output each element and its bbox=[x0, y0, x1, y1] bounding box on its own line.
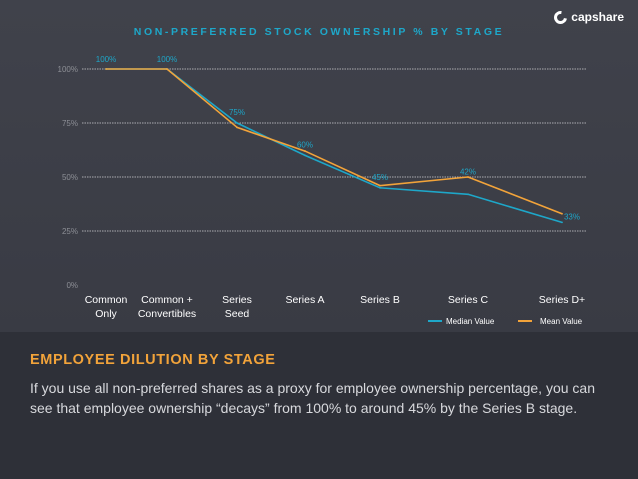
y-tick-label: 75% bbox=[62, 119, 78, 128]
data-point bbox=[166, 68, 168, 70]
data-point bbox=[379, 186, 381, 189]
data-point bbox=[236, 122, 238, 124]
capshare-logo-icon bbox=[551, 7, 570, 27]
data-label: 100% bbox=[96, 55, 116, 64]
legend-label: Mean Value bbox=[540, 317, 583, 326]
x-category-label: Series B bbox=[360, 294, 400, 306]
chart-panel: NON-PREFERRED STOCK OWNERSHIP % BY STAGE… bbox=[0, 0, 638, 332]
y-tick-label: 50% bbox=[62, 173, 78, 182]
data-point bbox=[467, 176, 469, 178]
data-label: 42% bbox=[460, 167, 476, 176]
legend-label: Median Value bbox=[446, 317, 495, 326]
chart-title: NON-PREFERRED STOCK OWNERSHIP % BY STAGE bbox=[134, 26, 504, 38]
x-category-label: Convertibles bbox=[138, 308, 196, 320]
section-heading: EMPLOYEE DILUTION BY STAGE bbox=[30, 352, 276, 368]
y-tick-label: 100% bbox=[58, 65, 78, 74]
data-label: 75% bbox=[229, 108, 245, 117]
line-chart: NON-PREFERRED STOCK OWNERSHIP % BY STAGE… bbox=[58, 26, 586, 326]
data-point bbox=[236, 126, 238, 129]
brand-logo: capshare bbox=[551, 7, 624, 27]
x-category-label: Series A bbox=[285, 294, 324, 306]
y-tick-label: 25% bbox=[62, 227, 78, 236]
data-point bbox=[561, 212, 563, 215]
data-label: 100% bbox=[157, 55, 177, 64]
data-label: 45% bbox=[372, 173, 388, 182]
x-category-label: Common bbox=[85, 294, 128, 306]
data-point bbox=[105, 68, 107, 70]
y-tick-label: 0% bbox=[66, 281, 78, 290]
x-category-label: Series D+ bbox=[539, 294, 585, 306]
data-point bbox=[304, 150, 306, 152]
x-category-label: Seed bbox=[225, 308, 250, 320]
x-category-label: Common + bbox=[141, 294, 193, 306]
description-panel: EMPLOYEE DILUTION BY STAGE If you use al… bbox=[0, 332, 638, 479]
data-label: 33% bbox=[564, 212, 580, 221]
data-point bbox=[561, 221, 563, 224]
x-category-label: Series C bbox=[448, 294, 489, 306]
data-point bbox=[304, 154, 306, 157]
series-line-median-value bbox=[106, 68, 563, 224]
section-body: If you use all non-preferred shares as a… bbox=[30, 380, 595, 416]
brand-name: capshare bbox=[571, 10, 624, 24]
data-label: 60% bbox=[297, 140, 313, 149]
series-line-mean-value bbox=[106, 68, 563, 215]
data-point bbox=[379, 184, 381, 187]
data-point bbox=[467, 193, 469, 196]
x-category-label: Series bbox=[222, 294, 252, 306]
x-category-label: Only bbox=[95, 308, 117, 320]
